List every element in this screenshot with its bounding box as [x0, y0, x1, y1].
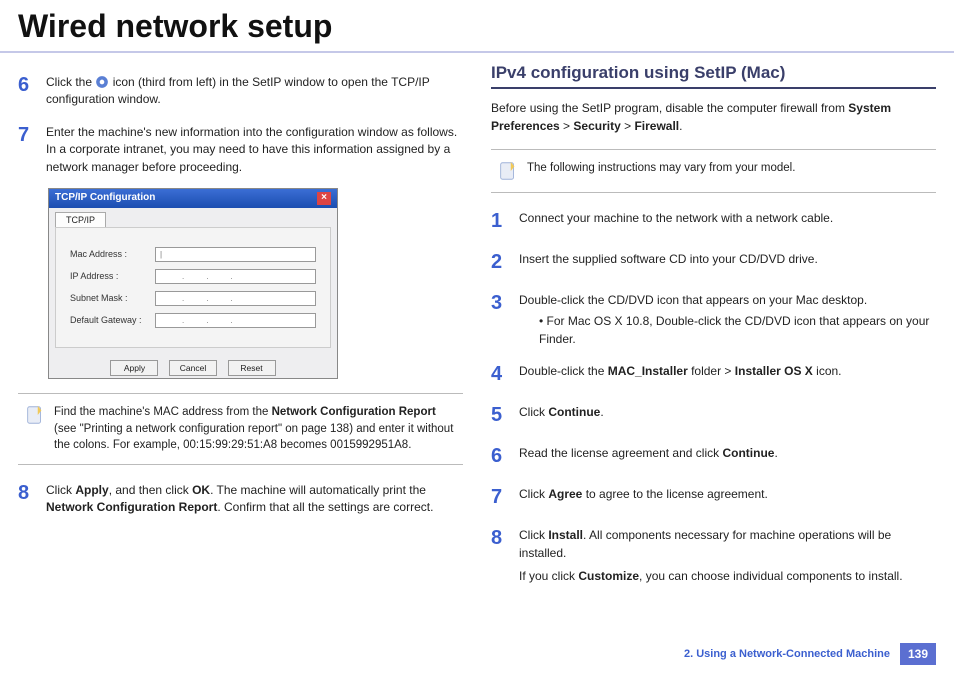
- section-heading: IPv4 configuration using SetIP (Mac): [491, 63, 936, 89]
- tcpip-dialog: TCP/IP Configuration × TCP/IP Mac Addres…: [48, 188, 338, 379]
- step-text: Network Configuration Report: [46, 500, 217, 514]
- note-text: The following instructions may vary from…: [527, 160, 795, 182]
- step-number: 8: [18, 479, 36, 517]
- apply-button: Apply: [110, 360, 158, 376]
- dialog-tab: TCP/IP: [55, 212, 106, 227]
- note-box: Find the machine's MAC address from the …: [18, 393, 463, 465]
- page-number: 139: [900, 643, 936, 665]
- step-text: . The machine will automatically print t…: [210, 483, 426, 497]
- page-title: Wired network setup: [0, 0, 954, 53]
- step-1: 1Connect your machine to the network wit…: [491, 207, 936, 236]
- step-text: Double-click the CD/DVD icon that appear…: [519, 292, 936, 309]
- step-text: Click the: [46, 75, 95, 89]
- dialog-titlebar: TCP/IP Configuration ×: [49, 189, 337, 208]
- step-5: 5 Click Continue.: [491, 401, 936, 430]
- step-2: 2Insert the supplied software CD into yo…: [491, 248, 936, 277]
- step-text: Enter the machine's new information into…: [46, 121, 463, 176]
- chapter-label: 2. Using a Network-Connected Machine: [684, 648, 890, 660]
- page-footer: 2. Using a Network-Connected Machine 139: [684, 643, 936, 665]
- step-6: 6 Click the icon (third from left) in th…: [18, 71, 463, 109]
- subnet-field: ...: [155, 291, 316, 306]
- step-text: Apply: [75, 483, 108, 497]
- gateway-field: ...: [155, 313, 316, 328]
- step-6r: 6 Read the license agreement and click C…: [491, 442, 936, 471]
- cancel-button: Cancel: [169, 360, 217, 376]
- step-7: 7 Enter the machine's new information in…: [18, 121, 463, 176]
- step-4: 4 Double-click the MAC_Installer folder …: [491, 360, 936, 389]
- intro-text: Before using the SetIP program, disable …: [491, 99, 936, 135]
- step-subtext: For Mac OS X 10.8, Double-click the CD/D…: [539, 313, 936, 348]
- step-3: 3 Double-click the CD/DVD icon that appe…: [491, 289, 936, 348]
- left-column: 6 Click the icon (third from left) in th…: [18, 63, 463, 597]
- ip-address-field: ...: [155, 269, 316, 284]
- close-icon: ×: [317, 192, 331, 205]
- step-number: 6: [18, 71, 36, 109]
- step-8r: 8 Click Install. All components necessar…: [491, 524, 936, 585]
- note-icon: [497, 160, 519, 182]
- note-text: Find the machine's MAC address from the: [54, 406, 272, 418]
- note-text: (see "Printing a network configuration r…: [54, 423, 453, 452]
- step-text: Insert the supplied software CD into you…: [519, 248, 936, 277]
- step-text: , and then click: [109, 483, 192, 497]
- step-text: OK: [192, 483, 210, 497]
- mac-address-field: |: [155, 247, 316, 262]
- right-column: IPv4 configuration using SetIP (Mac) Bef…: [491, 63, 936, 597]
- dialog-title: TCP/IP Configuration: [55, 192, 155, 205]
- note-box: The following instructions may vary from…: [491, 149, 936, 193]
- field-label: IP Address :: [70, 271, 155, 281]
- field-label: Subnet Mask :: [70, 293, 155, 303]
- field-label: Default Gateway :: [70, 315, 155, 325]
- step-8: 8 Click Apply, and then click OK. The ma…: [18, 479, 463, 517]
- reset-button: Reset: [228, 360, 276, 376]
- step-number: 7: [18, 121, 36, 176]
- note-icon: [24, 404, 46, 426]
- note-text: Network Configuration Report: [272, 406, 436, 418]
- gear-icon: [95, 75, 109, 89]
- step-text: . Confirm that all the settings are corr…: [217, 500, 433, 514]
- step-text: Click: [46, 483, 75, 497]
- field-label: Mac Address :: [70, 249, 155, 259]
- step-7r: 7 Click Agree to agree to the license ag…: [491, 483, 936, 512]
- step-text: Connect your machine to the network with…: [519, 207, 936, 236]
